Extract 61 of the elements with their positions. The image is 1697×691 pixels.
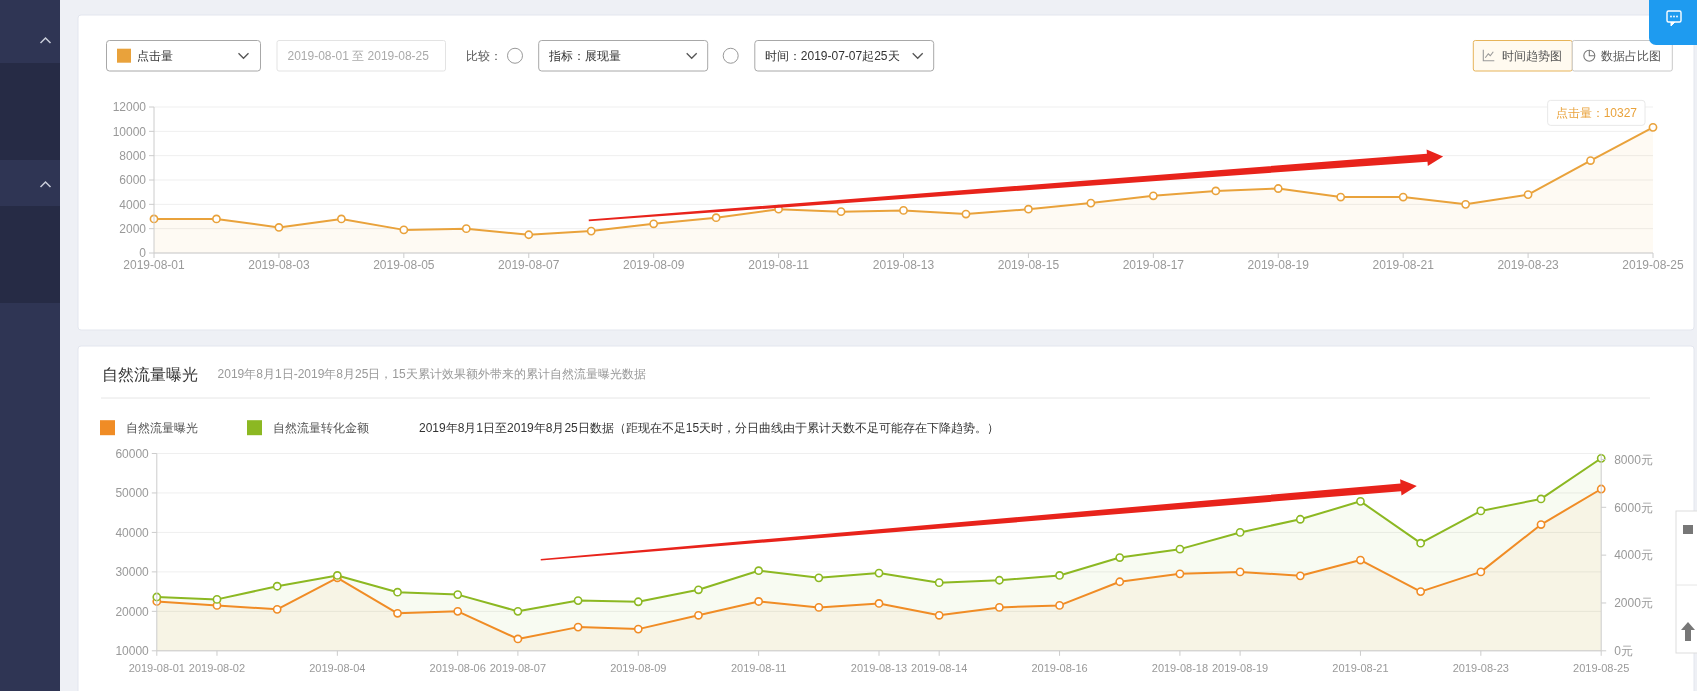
x-tick-label: 2019-08-05: [373, 258, 435, 272]
text: 时间趋势图: [1502, 49, 1563, 64]
y-tick-label: 0: [139, 246, 147, 261]
x-tick-label: 2019-08-01: [128, 662, 185, 674]
y2-tick-label: 4000元: [1614, 548, 1653, 563]
x-tick-label: 2019-08-07: [489, 662, 547, 674]
x-tick-label: 2019-08-19: [1247, 258, 1310, 272]
chart-subtitle: 2019年8月1日-2019年8月25日，15天累计效果额外带来的累计自然流量曝光数据: [217, 367, 646, 381]
x-tick-label: 2019-08-11: [730, 662, 787, 674]
x-tick-label: 2019-08-09: [622, 258, 685, 272]
x-tick-label: 2019-08-14: [911, 662, 968, 674]
x-tick-label: 2019-08-11: [748, 258, 810, 272]
x-tick-label: 2019-08-18: [1151, 662, 1209, 674]
chart-title: 自然流量曝光: [101, 365, 198, 383]
y-tick-label: 10000: [112, 124, 147, 139]
x-tick-label: 2019-08-09: [610, 662, 667, 674]
y-tick-label: 60000: [115, 446, 150, 461]
x-tick-label: 2019-08-15: [997, 258, 1060, 272]
y-tick-label: 40000: [115, 525, 150, 540]
x-tick-label: 2019-08-06: [429, 662, 486, 674]
x-tick-label: 2019-08-04: [309, 662, 366, 674]
y-tick-label: 6000: [119, 173, 147, 188]
x-tick-label: 2019-08-23: [1452, 662, 1509, 674]
x-tick-label: 2019-08-02: [188, 662, 246, 674]
x-tick-label: 2019-08-07: [498, 258, 560, 272]
x-tick-label: 2019-08-21: [1332, 662, 1389, 674]
x-tick-label: 2019-08-19: [1211, 662, 1269, 674]
y2-tick-label: 0元: [1614, 644, 1633, 658]
tooltip: 点击量：10327: [1547, 99, 1646, 126]
text: 2019年8月1日至2019年8月25日数据（距现在不足15天时，分日曲线由于累计天数不足可能存在下降趋势。）: [419, 421, 1000, 435]
y-tick-label: 20000: [115, 604, 150, 619]
y-tick-label: 30000: [115, 565, 150, 580]
x-tick-label: 2019-08-17: [1122, 258, 1185, 272]
x-tick-label: 2019-08-25: [1622, 258, 1685, 272]
x-tick-label: 2019-08-16: [1031, 662, 1088, 674]
legend: 点击量: [106, 40, 261, 72]
y-tick-label: 8000: [119, 148, 147, 163]
y-tick-label: 10000: [115, 644, 150, 658]
x-tick-label: 2019-08-03: [248, 258, 310, 272]
legend-label: 自然流量转化金额: [273, 421, 369, 435]
legend-label: 自然流量曝光: [126, 421, 198, 435]
text: 比较：: [466, 49, 502, 64]
y2-tick-label: 2000元: [1614, 596, 1653, 611]
legend-label: 点击量: [136, 49, 173, 64]
x-tick-label: 2019-08-13: [872, 258, 935, 272]
annotation: 点击量：10327: [1555, 106, 1638, 121]
y-tick-label: 12000: [112, 100, 147, 115]
x-tick-label: 2019-08-21: [1372, 258, 1435, 272]
text: 2019-08-01 至 2019-08-25: [287, 49, 430, 64]
x-tick-label: 2019-08-25: [1573, 662, 1630, 674]
text: 数据占比图: [1601, 49, 1662, 64]
x-tick-label: 2019-08-23: [1497, 258, 1560, 272]
y-tick-label: 2000: [119, 221, 147, 236]
y2-tick-label: 6000元: [1614, 500, 1653, 515]
text: 指标：展现量: [547, 49, 621, 64]
text: 时间：2019-07-07起25天: [764, 49, 900, 64]
y2-tick-label: 8000元: [1614, 452, 1653, 467]
x-tick-label: 2019-08-13: [850, 662, 908, 674]
x-tick-label: 2019-08-01: [123, 258, 186, 272]
y-tick-label: 4000: [119, 197, 147, 212]
y-tick-label: 50000: [115, 486, 150, 501]
